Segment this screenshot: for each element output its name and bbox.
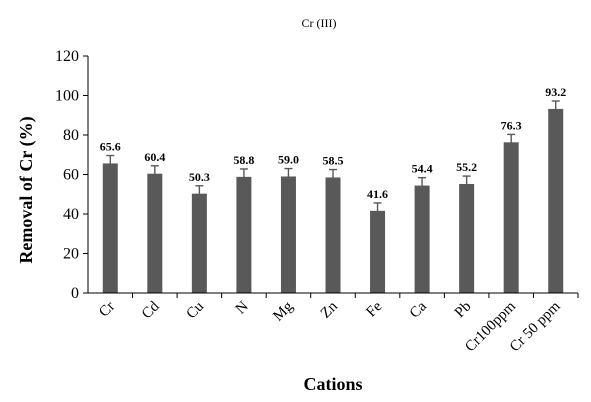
y-tick-label: 60 <box>63 167 79 184</box>
data-label: 41.6 <box>367 187 388 201</box>
bar <box>548 108 564 294</box>
bar <box>503 142 519 293</box>
error-bar <box>195 185 204 202</box>
error-bar <box>551 100 560 117</box>
y-tick-label: 20 <box>63 246 79 263</box>
error-bar <box>373 202 382 219</box>
bar <box>102 163 118 293</box>
x-tick-label: Cr <box>96 299 118 321</box>
bars <box>102 108 564 294</box>
y-tick-label: 40 <box>63 206 79 223</box>
x-tick-label: Zn <box>318 298 341 321</box>
data-label: 93.2 <box>545 85 566 99</box>
error-bar <box>329 168 337 186</box>
y-tick-label: 0 <box>71 285 79 302</box>
data-label: 50.3 <box>189 170 210 184</box>
y-tick-label: 80 <box>63 127 79 144</box>
error-bars <box>106 100 560 219</box>
data-label: 58.5 <box>323 154 344 168</box>
data-label: 59.0 <box>278 153 299 167</box>
x-axis-title: Cations <box>303 374 362 394</box>
x-tick-label: Ca <box>407 298 430 321</box>
x-tick-label: N <box>233 298 252 317</box>
bar <box>325 177 341 293</box>
bar <box>280 176 296 293</box>
data-label: 58.8 <box>233 153 254 167</box>
x-tick-label: Pb <box>452 299 475 322</box>
error-bar <box>462 175 471 192</box>
error-bar <box>239 168 248 185</box>
error-bar <box>418 176 427 194</box>
x-tick-label: Cd <box>139 298 163 322</box>
data-label: 60.4 <box>144 150 165 164</box>
x-tick-label: Cu <box>183 298 207 322</box>
y-axis-ticks: 0 20 40 60 80 100 120 <box>55 48 88 302</box>
data-label: 54.4 <box>412 162 433 176</box>
bar <box>459 183 475 293</box>
error-bar <box>150 165 159 182</box>
x-tick-label: Fe <box>363 298 385 320</box>
error-bar <box>507 133 516 151</box>
data-label: 55.2 <box>456 160 477 174</box>
error-bar <box>106 154 115 172</box>
y-tick-label: 120 <box>55 48 79 65</box>
error-bar <box>284 167 293 185</box>
data-labels: 65.6 60.4 50.3 58.8 59.0 58.5 41.6 54.4 55.2 76.3… <box>100 85 566 201</box>
bar <box>191 193 207 293</box>
x-tick-label: Mg <box>270 298 296 324</box>
chart-title: Cr (III) <box>302 16 337 30</box>
bar <box>414 185 430 293</box>
bar <box>370 210 386 293</box>
y-axis-title: Removal of Cr (%) <box>16 116 37 263</box>
bar <box>147 173 163 293</box>
bar <box>236 176 252 293</box>
y-tick-label: 100 <box>55 88 79 105</box>
data-label: 76.3 <box>501 118 522 132</box>
data-label: 65.6 <box>100 140 121 154</box>
